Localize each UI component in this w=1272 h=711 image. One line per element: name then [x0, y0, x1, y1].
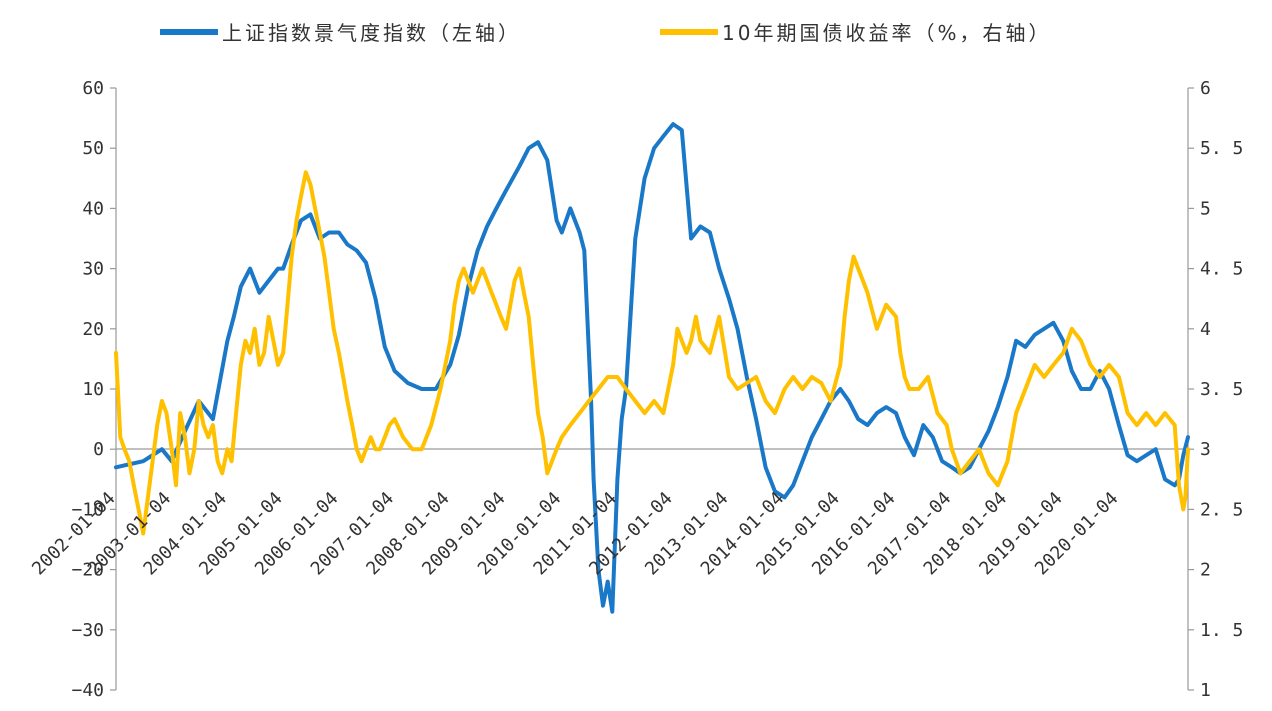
- left-tick-label: −20: [71, 560, 104, 581]
- right-tick-label: 3: [1200, 439, 1211, 460]
- right-tick-label: 4. 5: [1200, 259, 1243, 280]
- left-tick-label: 20: [82, 319, 104, 340]
- left-tick-label: 50: [82, 138, 104, 159]
- left-axis-ticks: 60 50 40 30 20 10 0 −10 −20 −30 −40: [71, 78, 116, 701]
- left-tick-label: −40: [71, 680, 104, 701]
- legend-label-index: 上证指数景气度指数（左轴）: [222, 21, 521, 45]
- right-tick-label: 5. 5: [1200, 138, 1243, 159]
- left-tick-label: 30: [82, 259, 104, 280]
- right-tick-label: 1. 5: [1200, 620, 1243, 641]
- left-tick-label: −30: [71, 620, 104, 641]
- right-tick-label: 4: [1200, 319, 1211, 340]
- right-tick-label: 3. 5: [1200, 379, 1243, 400]
- left-tick-label: 40: [82, 198, 104, 219]
- series-line-yield: [114, 170, 1190, 536]
- legend-label-yield: 10年期国债收益率（%，右轴）: [722, 21, 1051, 45]
- right-tick-label: 5: [1200, 198, 1211, 219]
- x-axis-ticks: 2002-01-042003-01-042004-01-042005-01-04…: [28, 488, 1122, 580]
- right-tick-label: 2: [1200, 560, 1211, 581]
- series-line-index: [114, 122, 1190, 614]
- left-tick-label: −10: [71, 499, 104, 520]
- left-tick-label: 10: [82, 379, 104, 400]
- right-tick-label: 1: [1200, 680, 1211, 701]
- plot-area: [114, 122, 1190, 614]
- right-tick-label: 2. 5: [1200, 499, 1243, 520]
- left-tick-label: 60: [82, 78, 104, 99]
- right-axis-ticks: 6 5. 5 5 4. 5 4 3. 5 3 2. 5 2 1. 5 1: [1188, 78, 1243, 701]
- left-tick-label: 0: [93, 439, 104, 460]
- right-tick-label: 6: [1200, 78, 1211, 99]
- legend: 上证指数景气度指数（左轴） 10年期国债收益率（%，右轴）: [160, 21, 1051, 45]
